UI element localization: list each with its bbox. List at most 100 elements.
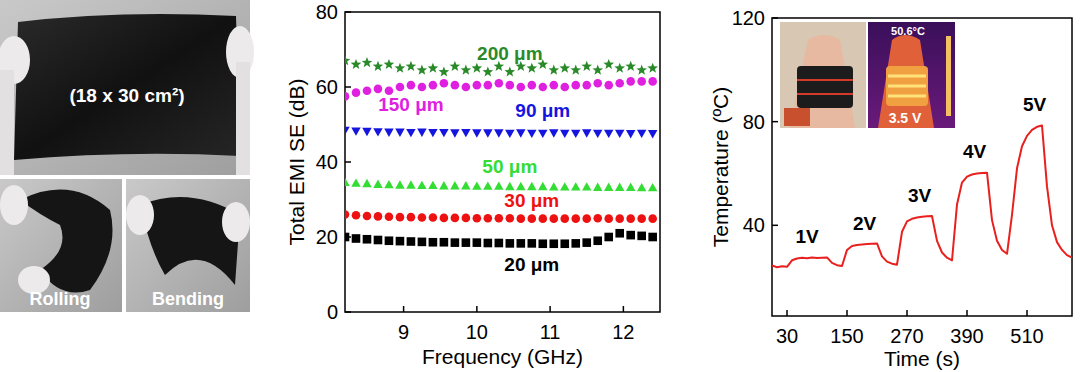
data-point	[560, 239, 569, 248]
data-point	[581, 61, 592, 71]
data-point	[647, 63, 658, 73]
data-point	[538, 83, 547, 92]
data-point	[418, 213, 427, 222]
data-point	[517, 83, 526, 92]
voltage-label: 4V	[963, 141, 987, 162]
x-tick	[623, 306, 625, 312]
thermal-photo	[868, 22, 955, 128]
data-point	[406, 180, 415, 188]
x-tick-label: 10	[466, 321, 488, 343]
data-point	[451, 81, 460, 90]
y-tick	[345, 311, 351, 313]
data-point	[549, 129, 558, 137]
voltage-label: 5V	[1023, 94, 1047, 115]
data-point	[462, 83, 471, 92]
data-point	[648, 233, 657, 242]
data-point	[428, 129, 437, 137]
data-point	[505, 130, 514, 138]
data-point	[439, 66, 450, 76]
data-point	[483, 66, 494, 76]
data-point	[428, 63, 439, 73]
gloved-arm	[0, 70, 14, 175]
data-point	[494, 181, 503, 189]
data-point	[374, 212, 383, 221]
black-sheet	[14, 14, 240, 160]
data-point	[506, 239, 515, 248]
data-point	[549, 239, 558, 248]
series-label: 30 μm	[504, 190, 559, 211]
data-point	[345, 127, 350, 135]
data-point	[538, 130, 547, 138]
data-point	[483, 181, 492, 189]
data-point	[395, 129, 404, 137]
photo-label: Rolling	[30, 289, 91, 309]
series-label: 20 μm	[504, 254, 559, 275]
data-point	[462, 214, 471, 223]
y-tick-label: 60	[316, 76, 338, 98]
data-point	[495, 239, 504, 248]
temperature-line	[772, 126, 1072, 268]
data-point	[384, 180, 393, 188]
voltage-label: 3V	[908, 185, 932, 206]
series-label: 200 μm	[477, 43, 543, 64]
data-point	[472, 181, 481, 189]
thermal-arm	[878, 35, 934, 128]
data-point	[528, 239, 537, 248]
data-point	[440, 79, 449, 88]
photo-panel: (18 x 30 cm²)RollingBending	[0, 0, 254, 312]
x-tick	[966, 310, 968, 316]
x-tick	[786, 310, 788, 316]
data-point	[560, 182, 569, 190]
data-point	[528, 214, 537, 223]
y-tick-label: 40	[743, 214, 765, 236]
data-point	[407, 237, 416, 246]
series-label: 90 μm	[515, 100, 570, 121]
data-point	[571, 182, 580, 190]
hot-strip	[888, 85, 926, 88]
heater-strip	[797, 79, 853, 81]
data-point	[582, 214, 591, 223]
data-point	[571, 81, 580, 90]
data-point	[450, 61, 461, 71]
data-point	[373, 128, 382, 136]
y-tick-label: 80	[316, 1, 338, 23]
data-point	[440, 238, 449, 247]
x-tick-label: 9	[398, 321, 409, 343]
data-point	[615, 214, 624, 223]
x-tick	[1026, 310, 1028, 316]
data-point	[571, 130, 580, 138]
photo-background	[0, 179, 122, 312]
x-axis-label: Time (s)	[884, 347, 960, 370]
data-point	[593, 79, 602, 88]
data-point	[351, 178, 360, 186]
data-point	[506, 81, 515, 90]
data-point	[548, 65, 559, 75]
data-point	[570, 65, 581, 75]
data-point	[648, 183, 657, 191]
data-point	[418, 83, 427, 92]
data-point	[637, 232, 646, 241]
data-point	[538, 214, 547, 223]
data-point	[363, 212, 372, 221]
data-point	[363, 235, 372, 244]
data-point	[484, 81, 493, 90]
photo-label: (18 x 30 cm²)	[69, 85, 184, 106]
data-point	[593, 130, 602, 138]
data-point	[582, 81, 591, 90]
data-point	[582, 182, 591, 190]
gloved-hand	[126, 195, 154, 235]
data-point	[592, 65, 603, 75]
y-tick-label: 80	[743, 111, 765, 133]
data-point	[472, 63, 483, 73]
x-tick-label: 390	[950, 325, 983, 347]
hot-strip	[888, 95, 926, 98]
data-point	[604, 183, 613, 191]
data-point	[461, 129, 470, 137]
plot-frame	[772, 18, 1072, 316]
data-point	[461, 181, 470, 189]
y-tick	[345, 11, 351, 13]
arm-photo	[780, 22, 866, 128]
data-point	[439, 129, 448, 137]
data-point	[603, 59, 614, 69]
data-point	[429, 81, 438, 90]
